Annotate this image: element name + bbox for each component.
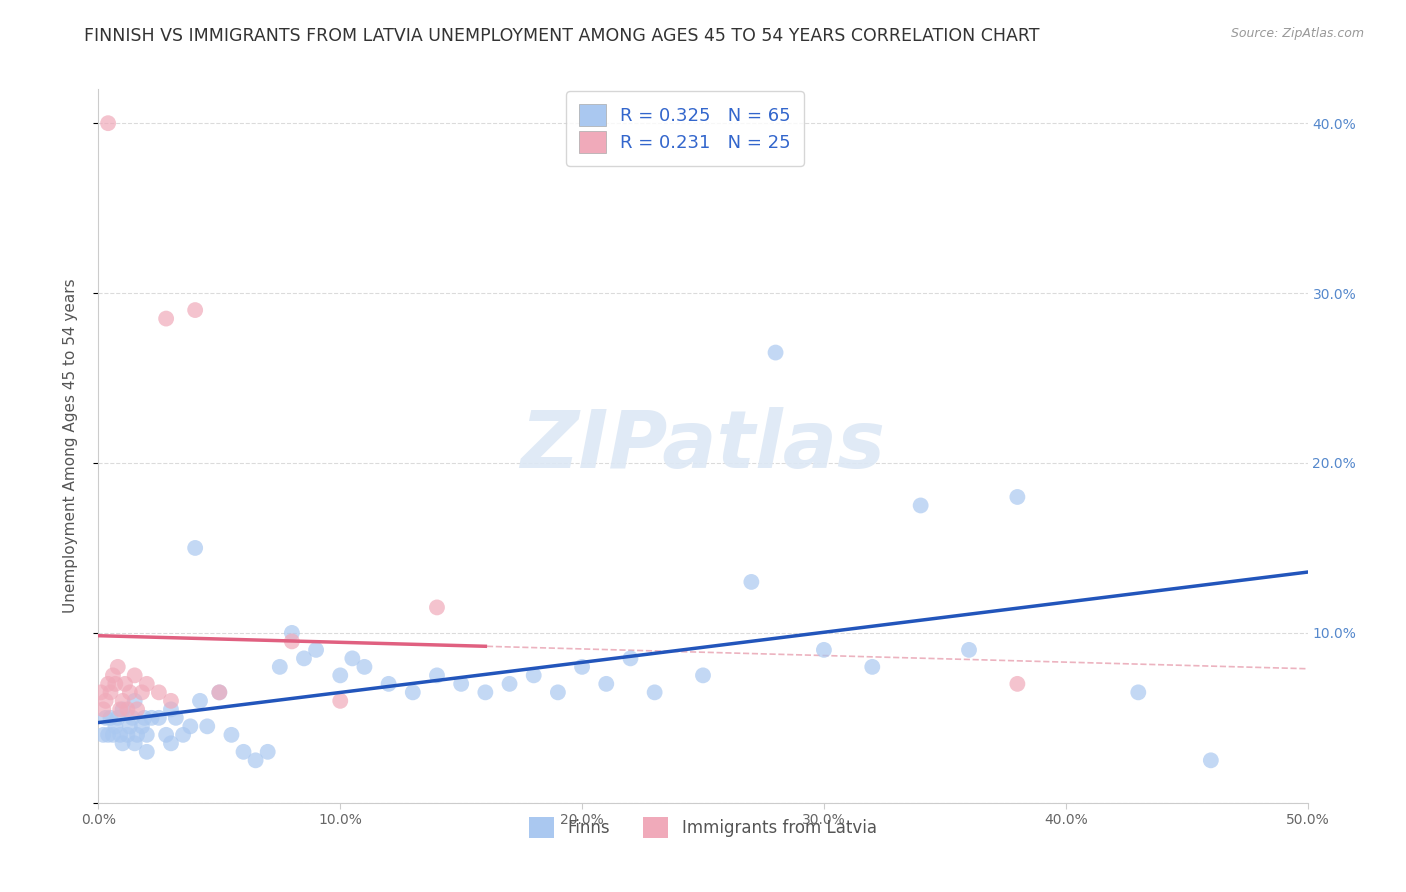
Point [91,702,114,716]
Text: ZIPatlas: ZIPatlas [520,407,886,485]
Point [402,685,425,699]
Point [740,574,762,589]
Point [232,745,254,759]
Point [1007,677,1029,691]
Point [97,116,120,130]
Point [107,711,129,725]
Point [426,600,449,615]
Point [127,728,149,742]
Point [117,728,139,742]
Point [292,651,315,665]
Point [100,711,122,725]
Point [107,660,129,674]
Point [208,685,231,699]
Point [305,643,328,657]
Point [184,541,207,555]
Point [353,660,375,674]
Point [108,702,131,716]
Point [91,728,114,742]
Point [256,745,278,759]
Point [188,694,211,708]
Point [910,499,932,513]
Point [595,677,617,691]
Point [474,685,496,699]
Point [179,719,201,733]
Point [148,685,170,699]
Point [160,736,183,750]
Point [281,626,304,640]
Point [692,668,714,682]
Point [127,702,149,716]
Point [101,728,124,742]
Point [124,668,146,682]
Point [141,711,163,725]
Legend: Finns, Immigrants from Latvia: Finns, Immigrants from Latvia [523,811,883,845]
Point [160,694,183,708]
Point [134,711,156,725]
Point [121,711,143,725]
Point [90,685,112,699]
Point [450,677,472,691]
Point [1128,685,1150,699]
Point [860,660,883,674]
Point [269,660,291,674]
Point [195,719,218,733]
Point [104,719,127,733]
Point [245,753,267,767]
Point [117,702,139,716]
Point [1007,490,1029,504]
Point [1199,753,1222,767]
Point [155,728,177,742]
Point [135,745,157,759]
Point [135,677,157,691]
Point [148,711,170,725]
Point [957,643,980,657]
Point [765,345,787,359]
Point [124,694,146,708]
Point [94,694,117,708]
Y-axis label: Unemployment Among Ages 45 to 54 years: Unemployment Among Ages 45 to 54 years [63,278,77,614]
Point [184,303,207,318]
Point [131,719,153,733]
Point [342,651,364,665]
Point [619,651,641,665]
Point [97,728,120,742]
Point [124,736,146,750]
Point [101,668,124,682]
Point [160,702,183,716]
Point [221,728,243,742]
Point [813,643,835,657]
Point [329,668,352,682]
Point [426,668,449,682]
Point [498,677,520,691]
Point [281,634,304,648]
Point [135,728,157,742]
Point [644,685,666,699]
Point [329,694,352,708]
Point [523,668,546,682]
Text: FINNISH VS IMMIGRANTS FROM LATVIA UNEMPLOYMENT AMONG AGES 45 TO 54 YEARS CORRELA: FINNISH VS IMMIGRANTS FROM LATVIA UNEMPL… [84,27,1040,45]
Point [111,694,134,708]
Text: Source: ZipAtlas.com: Source: ZipAtlas.com [1230,27,1364,40]
Point [547,685,569,699]
Point [97,677,120,691]
Point [165,711,187,725]
Point [108,728,131,742]
Point [100,685,122,699]
Point [155,311,177,326]
Point [131,685,153,699]
Point [111,702,134,716]
Point [377,677,399,691]
Point [118,719,141,733]
Point [114,677,136,691]
Point [104,677,127,691]
Point [118,685,141,699]
Point [172,728,194,742]
Point [111,736,134,750]
Point [94,711,117,725]
Point [208,685,231,699]
Point [571,660,593,674]
